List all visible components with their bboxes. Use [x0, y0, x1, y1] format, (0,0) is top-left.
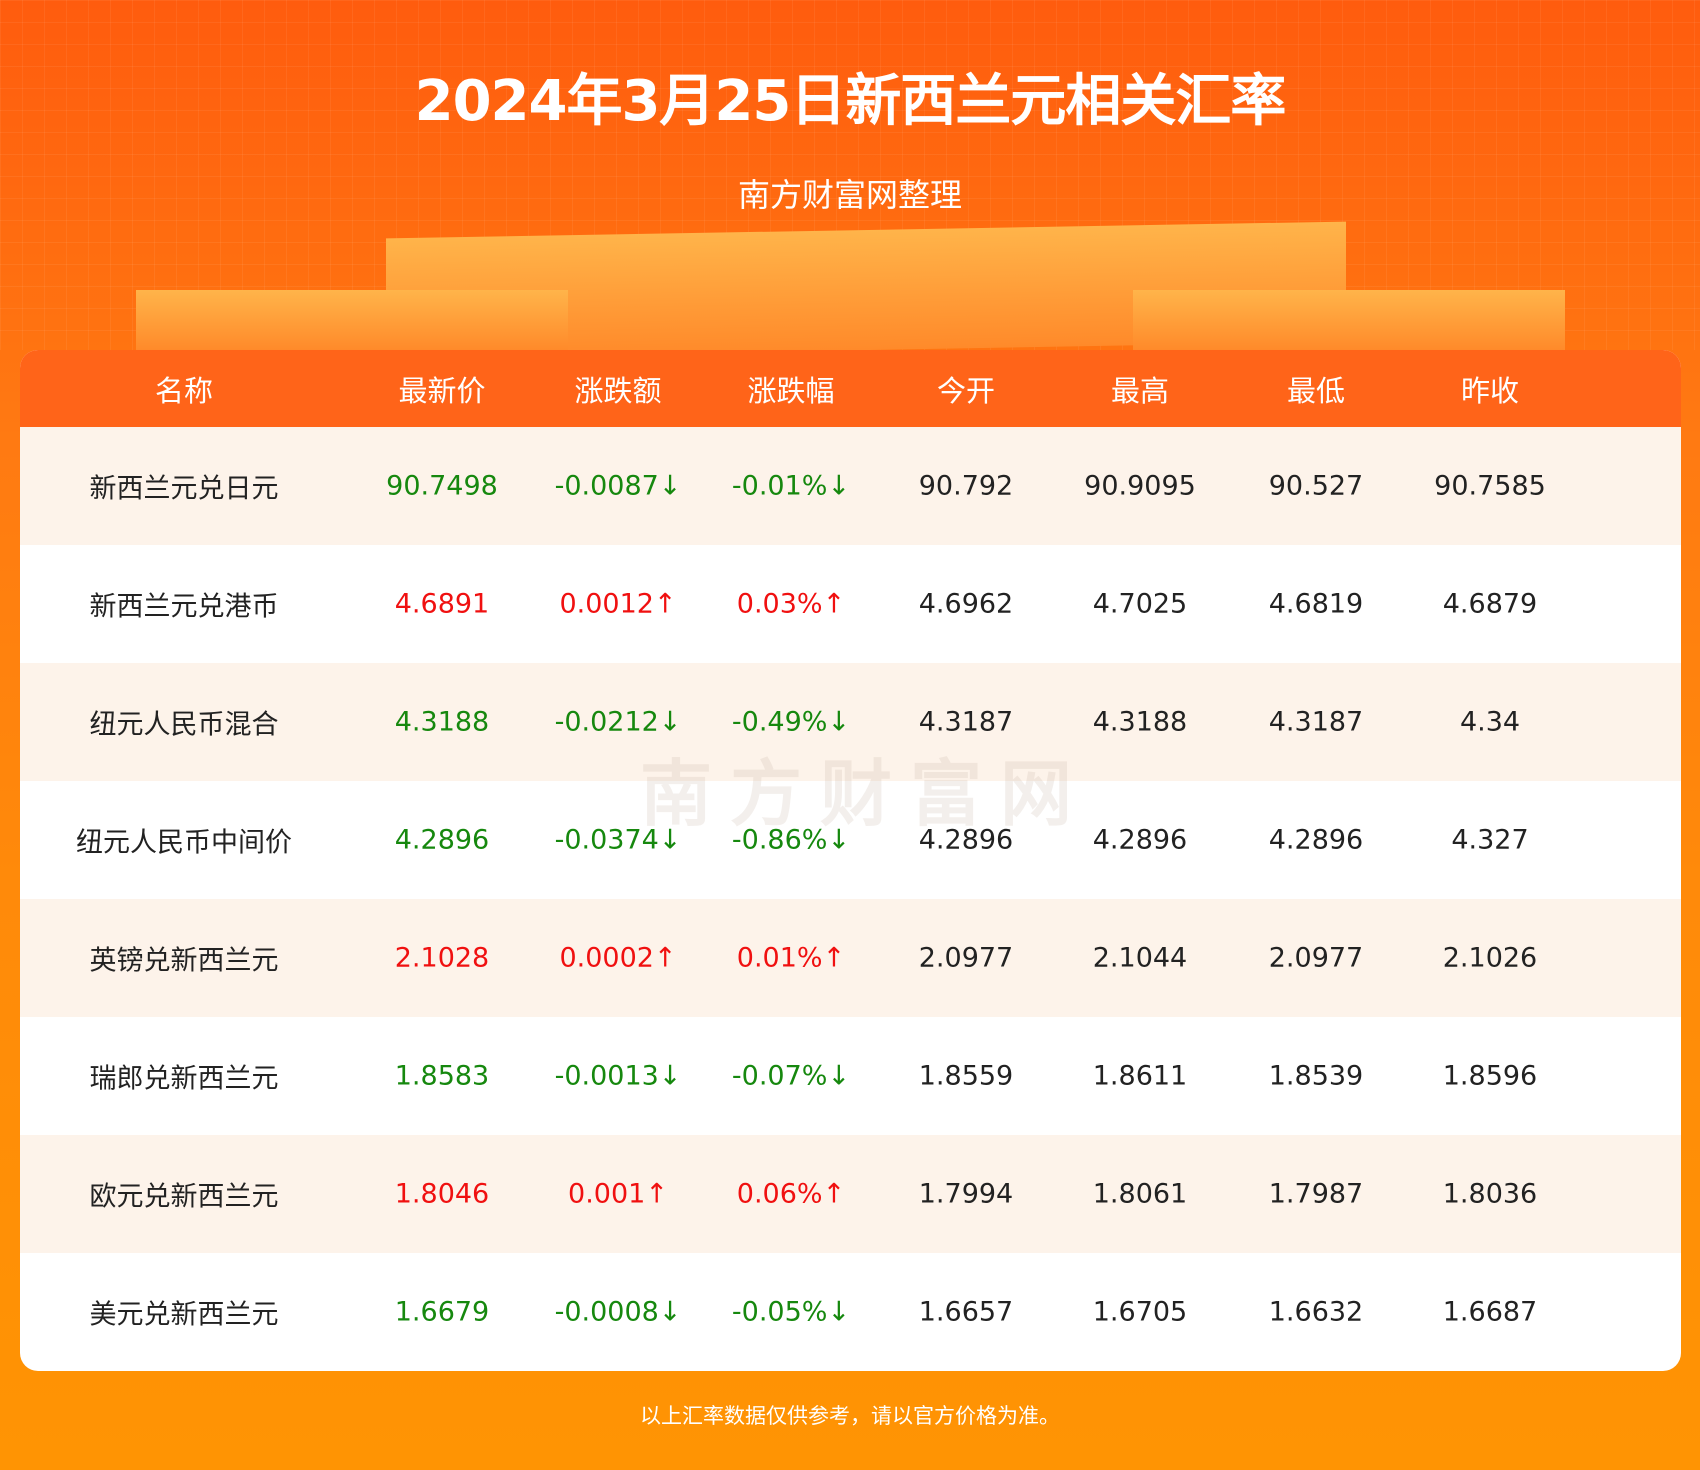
cell-latest: 4.2896: [394, 824, 490, 856]
cell-low: 1.6632: [1268, 1296, 1364, 1328]
column-header: 名称: [154, 373, 214, 408]
cell-latest: 1.8583: [394, 1060, 490, 1092]
column-header: 昨收: [1460, 373, 1520, 408]
table-row: 纽元人民币混合 4.3188 -0.0212↓ -0.49%↓ 4.3187 4.3188…: [20, 663, 1681, 781]
column-header: 最低: [1286, 373, 1346, 408]
column-header: 今开: [936, 373, 996, 408]
cell-change: -0.0212↓: [554, 706, 682, 738]
cell-name: 新西兰元兑日元: [89, 473, 279, 505]
table-row: 欧元兑新西兰元 1.8046 0.001↑ 0.06%↑ 1.7994 1.8061 1.7…: [20, 1135, 1681, 1253]
cell-name: 新西兰元兑港币: [89, 591, 279, 623]
rates-table: 名称 最新价 涨跌额 涨跌幅 今开 最高 最低 昨收 新西兰元兑日元 90.7498 -0.008…: [20, 350, 1681, 1371]
cell-low: 90.527: [1268, 470, 1364, 502]
cell-name: 英镑兑新西兰元: [89, 945, 279, 977]
table-row: 新西兰元兑港币 4.6891 0.0012↑ 0.03%↑ 4.6962 4.7025 4.…: [20, 545, 1681, 663]
column-header: 涨跌额: [574, 373, 662, 408]
cell-low: 1.8539: [1268, 1060, 1364, 1092]
cell-pct: -0.05%↓: [731, 1296, 851, 1328]
cell-latest: 2.1028: [394, 942, 490, 974]
table-header: 名称 最新价 涨跌额 涨跌幅 今开 最高 最低 昨收: [20, 350, 1681, 427]
cell-high: 1.8061: [1092, 1178, 1188, 1210]
cell-low: 1.7987: [1268, 1178, 1364, 1210]
cell-latest: 1.6679: [394, 1296, 490, 1328]
cell-latest: 4.6891: [394, 588, 490, 620]
cell-high: 90.9095: [1084, 470, 1196, 502]
cell-open: 90.792: [918, 470, 1014, 502]
disclaimer: 以上汇率数据仅供参考，请以官方价格为准。: [640, 1404, 1060, 1428]
table-row: 瑞郎兑新西兰元 1.8583 -0.0013↓ -0.07%↓ 1.8559 1.8611…: [20, 1017, 1681, 1135]
cell-change: -0.0008↓: [554, 1296, 682, 1328]
cell-pct: -0.86%↓: [731, 824, 851, 856]
cell-pct: -0.49%↓: [731, 706, 851, 738]
table-row: 新西兰元兑日元 90.7498 -0.0087↓ -0.01%↓ 90.792 90.90…: [20, 427, 1681, 545]
cell-low: 2.0977: [1268, 942, 1364, 974]
page-title: 2024年3月25日新西兰元相关汇率: [414, 69, 1287, 134]
cell-open: 1.8559: [918, 1060, 1014, 1092]
cell-prev: 2.1026: [1442, 942, 1538, 974]
watermark: 南方财富网: [640, 752, 1091, 836]
cell-change: 0.001↑: [568, 1178, 668, 1210]
cell-open: 4.3187: [918, 706, 1014, 738]
decor-block: [136, 290, 568, 350]
cell-name: 瑞郎兑新西兰元: [89, 1063, 279, 1095]
cell-prev: 4.34: [1459, 706, 1521, 738]
cell-open: 2.0977: [918, 942, 1014, 974]
cell-prev: 1.8596: [1442, 1060, 1538, 1092]
cell-pct: -0.07%↓: [731, 1060, 851, 1092]
cell-high: 2.1044: [1092, 942, 1188, 974]
cell-high: 4.7025: [1092, 588, 1188, 620]
column-header: 最新价: [398, 373, 486, 408]
cell-high: 4.3188: [1092, 706, 1188, 738]
cell-name: 纽元人民币混合: [89, 709, 279, 741]
cell-pct: 0.06%↑: [736, 1178, 846, 1210]
cell-low: 4.2896: [1268, 824, 1364, 856]
cell-latest: 90.7498: [386, 470, 498, 502]
cell-high: 4.2896: [1092, 824, 1188, 856]
page-subtitle: 南方财富网整理: [737, 176, 962, 214]
column-header: 最高: [1110, 373, 1170, 408]
cell-open: 1.7994: [918, 1178, 1014, 1210]
table-row: 纽元人民币中间价 4.2896 -0.0374↓ -0.86%↓ 4.2896 4.289…: [20, 781, 1681, 899]
cell-latest: 1.8046: [394, 1178, 490, 1210]
cell-name: 欧元兑新西兰元: [89, 1181, 279, 1213]
cell-name: 纽元人民币中间价: [76, 827, 292, 859]
cell-low: 4.6819: [1268, 588, 1364, 620]
cell-prev: 4.327: [1451, 824, 1529, 856]
cell-change: 0.0002↑: [559, 942, 677, 974]
table-row: 美元兑新西兰元 1.6679 -0.0008↓ -0.05%↓ 1.6657 1.6705…: [20, 1253, 1681, 1371]
cell-open: 4.6962: [918, 588, 1014, 620]
table-row: 英镑兑新西兰元 2.1028 0.0002↑ 0.01%↑ 2.0977 2.1044 2.…: [20, 899, 1681, 1017]
cell-open: 1.6657: [918, 1296, 1014, 1328]
cell-pct: -0.01%↓: [731, 470, 851, 502]
cell-prev: 90.7585: [1434, 470, 1546, 502]
cell-latest: 4.3188: [394, 706, 490, 738]
cell-prev: 4.6879: [1442, 588, 1538, 620]
column-header: 涨跌幅: [747, 373, 835, 408]
cell-name: 美元兑新西兰元: [89, 1299, 279, 1331]
cell-change: -0.0013↓: [554, 1060, 682, 1092]
cell-prev: 1.6687: [1442, 1296, 1538, 1328]
cell-pct: 0.03%↑: [736, 588, 846, 620]
decor-block: [1133, 290, 1565, 350]
cell-change: 0.0012↑: [559, 588, 677, 620]
cell-change: -0.0374↓: [554, 824, 682, 856]
cell-high: 1.6705: [1092, 1296, 1188, 1328]
cell-high: 1.8611: [1092, 1060, 1188, 1092]
cell-change: -0.0087↓: [554, 470, 682, 502]
cell-open: 4.2896: [918, 824, 1014, 856]
cell-pct: 0.01%↑: [736, 942, 846, 974]
cell-prev: 1.8036: [1442, 1178, 1538, 1210]
cell-low: 4.3187: [1268, 706, 1364, 738]
